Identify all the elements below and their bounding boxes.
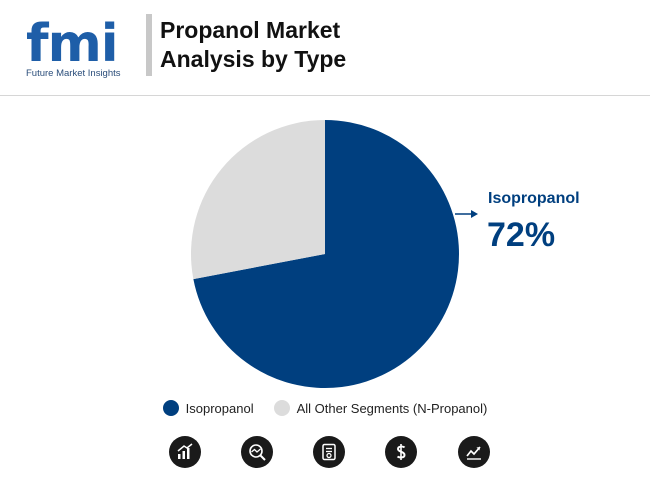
pie-slice-isopropanol — [193, 120, 460, 388]
company-logo: fmi Future Market Insights — [26, 12, 138, 82]
header-rule — [0, 95, 650, 96]
pie-slice-other — [191, 120, 325, 280]
legend-swatch-isopropanol — [162, 400, 179, 416]
callout-label: Isopropanol — [488, 190, 580, 207]
legend-label-other: All Other Segments (N-Propanol) — [296, 400, 488, 416]
analysis-icon — [241, 436, 273, 468]
logo-subtitle: Future Market Insights — [26, 68, 121, 79]
logo-mark: fmi — [26, 14, 119, 74]
legend: Isopropanol All Other Segments (N-Propan… — [0, 400, 650, 416]
legend-label-isopropanol: Isopropanol — [185, 400, 254, 416]
legend-item-isopropanol: Isopropanol — [162, 400, 254, 416]
report-icon — [313, 436, 345, 468]
dollar-icon — [385, 436, 417, 468]
header: fmi Future Market Insights Propanol Mark… — [0, 0, 650, 96]
legend-swatch-other — [273, 400, 290, 416]
page-title: Propanol Market Analysis by Type — [160, 16, 346, 74]
title-line-1: Propanol Market — [160, 17, 341, 43]
callout-arrow-head — [471, 210, 478, 218]
callout-value: 72% — [487, 216, 555, 254]
growth-chart-icon — [169, 436, 201, 468]
title-line-2: Analysis by Type — [160, 46, 347, 72]
callout: Isopropanol 72% — [455, 190, 580, 254]
trend-chart-icon — [458, 436, 490, 468]
pie-chart: Isopropanol 72% — [191, 120, 580, 388]
footer-icons — [0, 436, 650, 470]
legend-item-other: All Other Segments (N-Propanol) — [273, 400, 488, 416]
header-divider — [146, 14, 152, 76]
